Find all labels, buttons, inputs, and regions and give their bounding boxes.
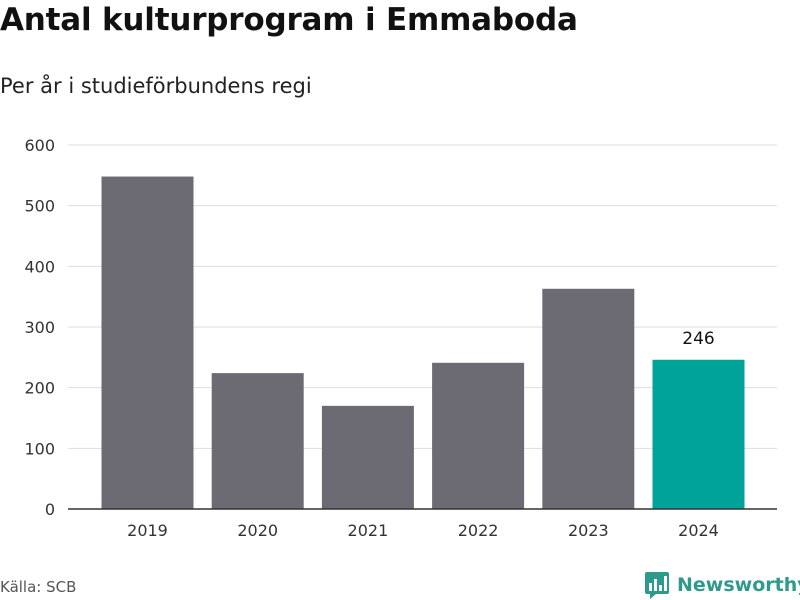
- brand-logo: Newsworthy: [644, 570, 800, 600]
- bar-2024: [652, 359, 745, 509]
- y-tick-label: 0: [45, 500, 55, 519]
- x-tick-label: 2020: [237, 521, 278, 540]
- y-tick-label: 100: [24, 439, 55, 458]
- bar-2021: [321, 405, 414, 509]
- x-tick-label: 2024: [678, 521, 719, 540]
- y-tick-label: 600: [24, 136, 55, 155]
- x-tick-label: 2021: [348, 521, 389, 540]
- bar-chart: 0 100 200 300 400 500 600 2019 2020 2021 2022 2023 2…: [24, 136, 777, 540]
- y-tick-label: 200: [24, 379, 55, 398]
- x-tick-label: 2022: [458, 521, 499, 540]
- bar-2019: [101, 176, 194, 509]
- y-tick-label: 500: [24, 197, 55, 216]
- x-tick-label: 2019: [127, 521, 168, 540]
- x-tick-label: 2023: [568, 521, 609, 540]
- source-note: Källa: SCB: [0, 578, 77, 596]
- y-tick-label: 400: [24, 257, 55, 276]
- data-label: 246: [682, 329, 714, 349]
- brand-name: Newsworthy: [677, 574, 800, 596]
- bar-2022: [432, 362, 525, 509]
- bar-2023: [542, 288, 635, 509]
- bar-2020: [211, 373, 304, 509]
- chart-title: Antal kulturprogram i Emmaboda: [0, 2, 578, 38]
- newsworthy-logo-icon: [645, 572, 669, 599]
- chart-subtitle: Per år i studieförbundens regi: [0, 74, 312, 98]
- y-tick-label: 300: [24, 318, 55, 337]
